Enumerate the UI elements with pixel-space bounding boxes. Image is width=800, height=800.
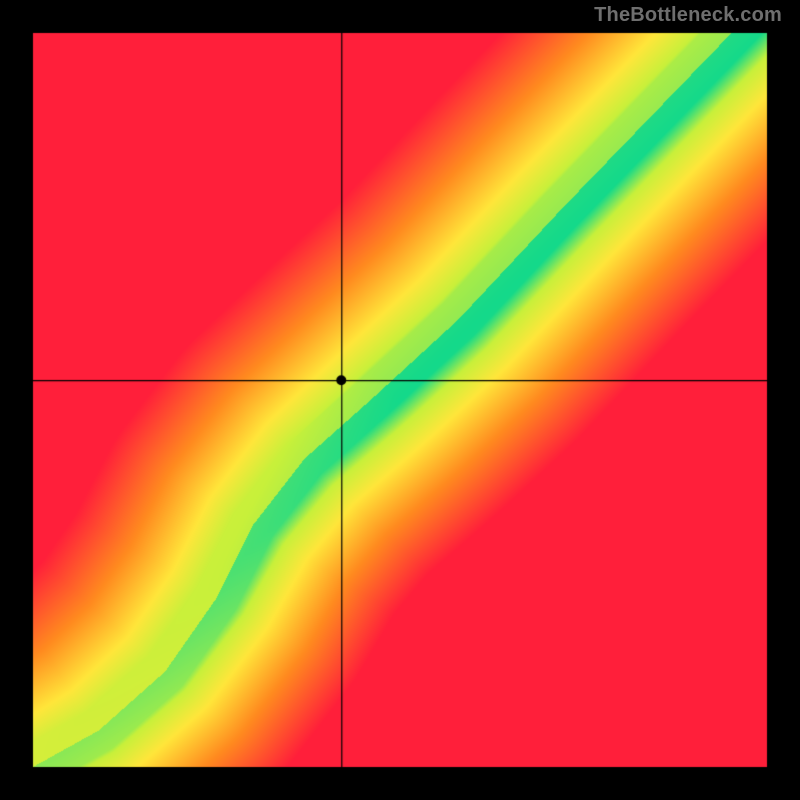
bottleneck-heatmap [0, 0, 800, 800]
watermark-text: TheBottleneck.com [594, 4, 782, 27]
chart-container: TheBottleneck.com [0, 0, 800, 800]
